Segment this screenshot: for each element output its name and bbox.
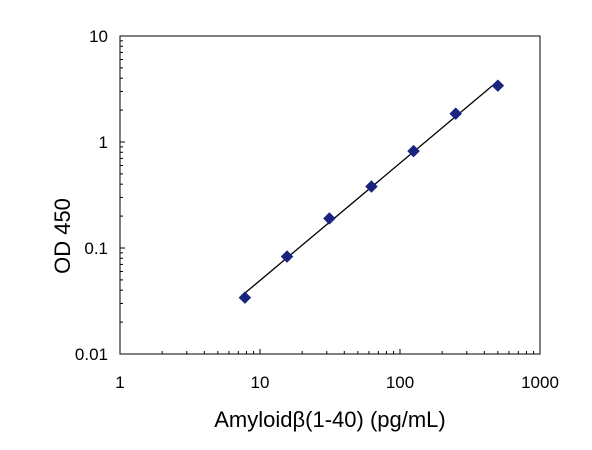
x-tick-label: 100: [386, 373, 414, 392]
data-point: [365, 180, 378, 193]
x-tick-label: 1: [115, 373, 124, 392]
data-point: [491, 79, 505, 93]
y-tick-label: 0.1: [84, 239, 108, 258]
data-point: [280, 250, 294, 263]
y-tick-label: 10: [89, 27, 108, 46]
y-axis-ticks: 0.01 0.1 1 10: [75, 27, 125, 364]
data-point: [323, 212, 336, 225]
x-tick-label: 10: [251, 373, 270, 392]
y-axis-title: OD 450: [50, 198, 75, 274]
plot-area: [119, 35, 541, 355]
y-tick-label: 0.01: [75, 345, 108, 364]
data-point: [407, 144, 420, 158]
x-axis-ticks: 1 10 100 1000: [115, 349, 559, 392]
data-point: [238, 291, 252, 305]
y-tick-label: 1: [99, 133, 108, 152]
x-tick-label: 1000: [521, 373, 559, 392]
data-point: [449, 107, 463, 121]
x-axis-title: Amyloidβ(1-40) (pg/mL): [214, 407, 446, 432]
data-points: [238, 79, 505, 305]
